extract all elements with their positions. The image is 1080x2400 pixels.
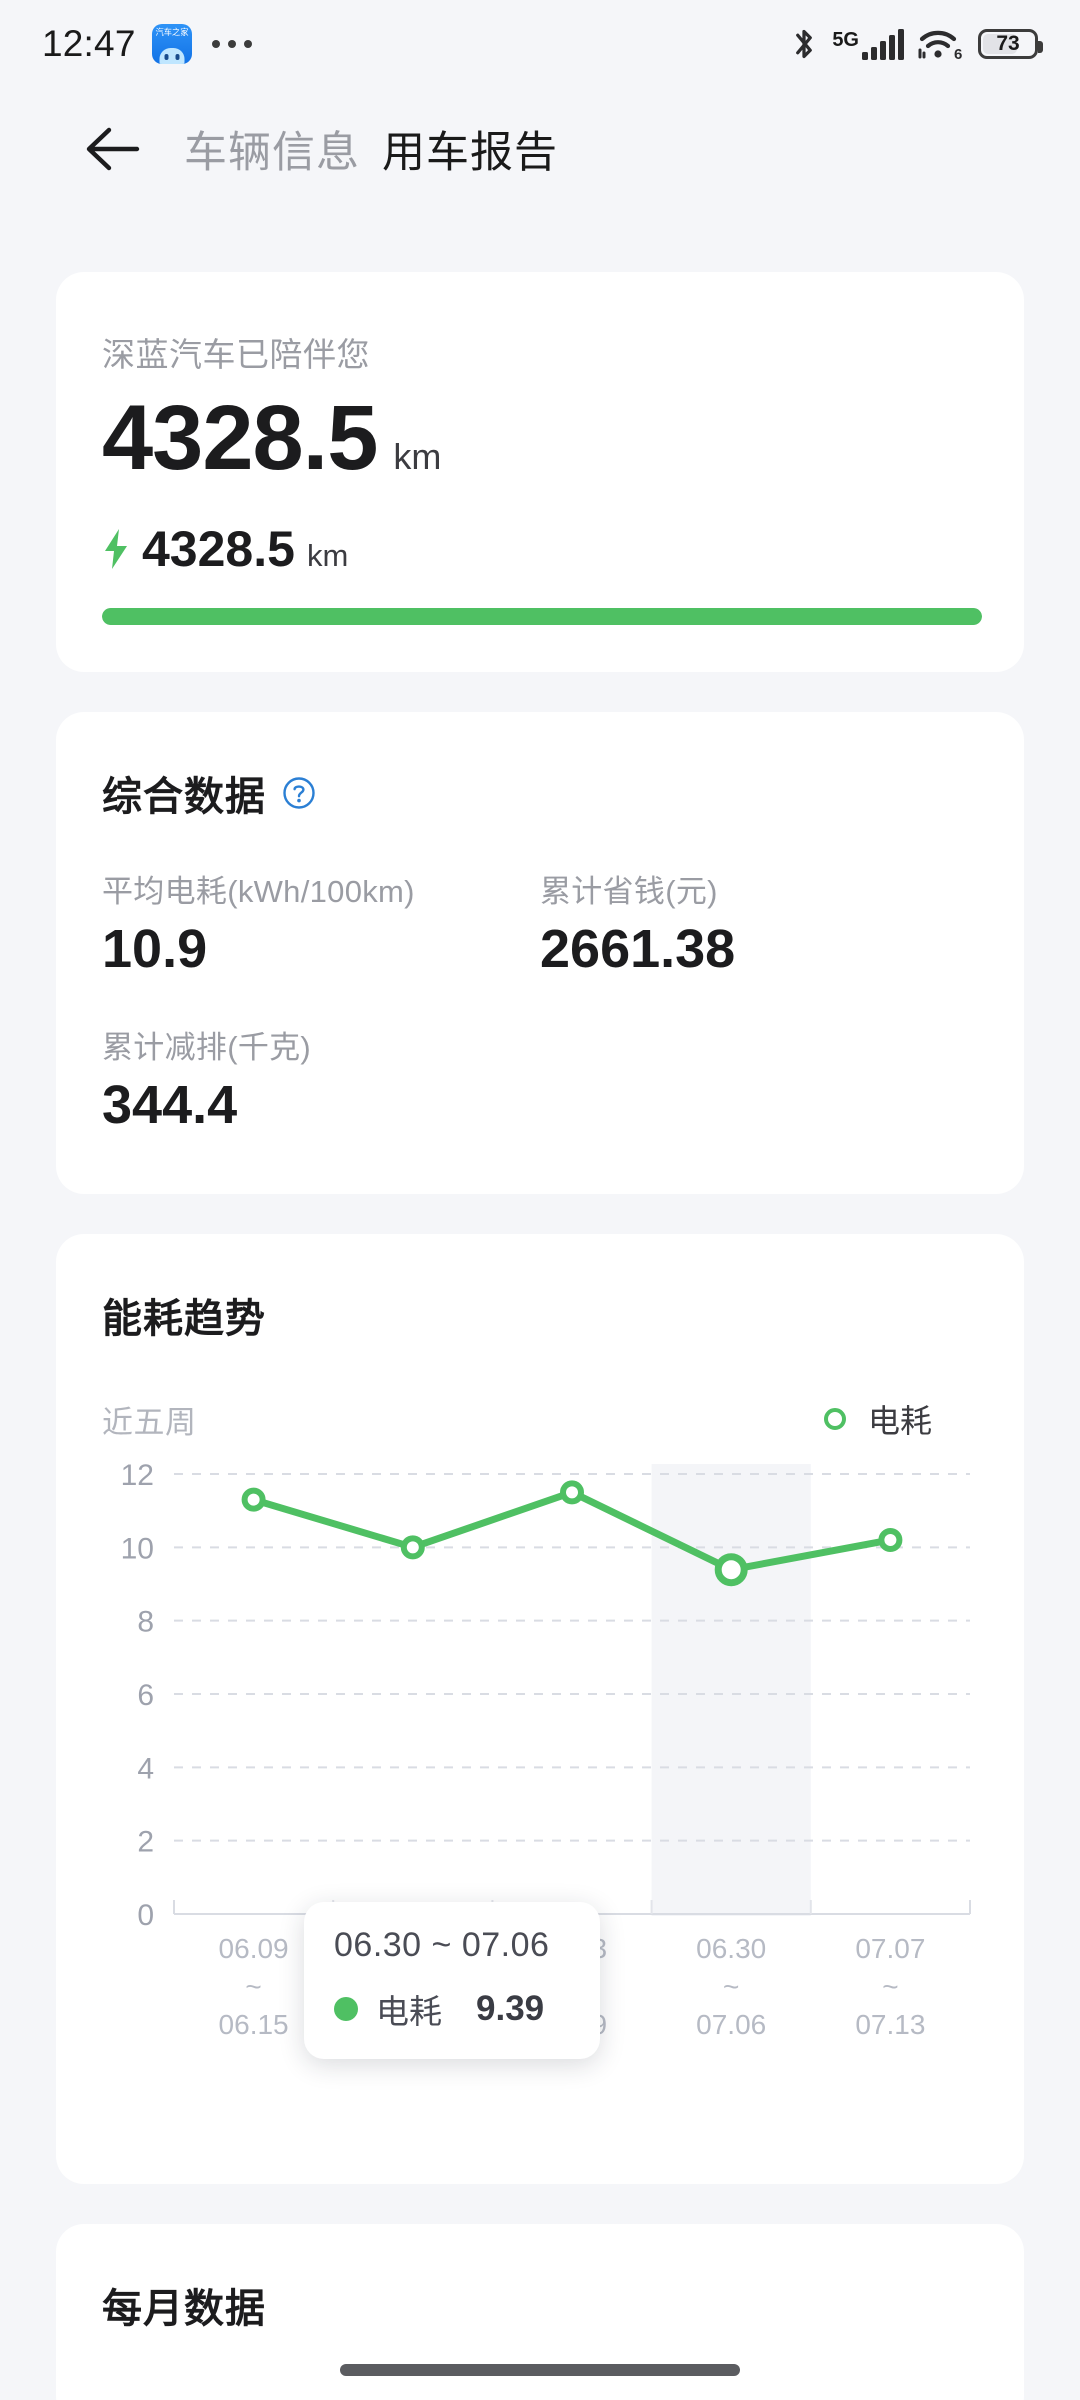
app-icon-label: 汽车之家 [155,27,189,37]
tooltip-series-dot-icon [334,1997,358,2021]
energy-line-chart[interactable]: 02468101206.09~06.1506.16~06.2206.23~06.… [102,1464,982,2082]
battery-icon: 73 [978,29,1043,59]
total-distance-row: 4328.5 km [102,392,978,484]
summary-stat-item: 累计省钱(元) 2661.38 [540,866,978,978]
companion-card: 深蓝汽车已陪伴您 4328.5 km 4328.5 km [56,272,1024,672]
summary-stat-label: 平均电耗(kWh/100km) [102,874,415,909]
tooltip-series-name: 电耗 [376,1993,442,2030]
chart-x-tick-label: 06.30 [696,1933,766,1964]
chart-x-tick-label: 06.09 [219,1933,289,1964]
summary-stat-value: 344.4 [102,1074,238,1135]
tooltip-date-range: 06.30 ~ 07.06 [334,1926,550,1964]
chart-x-tick-label: ~ [245,1971,261,2002]
chart-data-point[interactable] [241,1487,266,1512]
companion-label: 深蓝汽车已陪伴您 [102,336,370,373]
autohome-app-icon: 汽车之家 [151,24,192,64]
chart-y-tick-label: 10 [121,1532,154,1565]
app-icon-mascot [159,48,185,64]
status-bar-left: 12:47 汽车之家 [42,23,252,65]
monthly-data-title: 每月数据 [102,2287,266,2331]
back-arrow-icon[interactable] [62,99,162,199]
question-circle-icon[interactable] [282,776,316,810]
chart-x-tick-label: 06.15 [219,2009,289,2040]
chart-x-tick-label: 07.06 [696,2009,766,2040]
chart-x-tick-label: 07.07 [855,1933,925,1964]
chart-x-tick-label: 07.13 [855,2009,925,2040]
chart-y-tick-label: 12 [121,1464,154,1492]
cellular-signal-icon: 5G [832,28,904,60]
status-time: 12:47 [42,23,136,64]
chart-data-point[interactable] [400,1535,425,1560]
chart-x-tick-label: ~ [723,1971,739,2002]
chart-data-point[interactable] [560,1480,584,1505]
home-indicator[interactable] [340,2364,740,2376]
chart-y-tick-label: 4 [137,1752,154,1785]
chart-period-label: 近五周 [102,1404,197,1440]
more-dots-icon[interactable] [211,40,252,48]
tooltip-series-row: 电耗 9.39 [334,1985,570,2033]
chart-x-tick-label: ~ [882,1971,898,2002]
status-bar: 12:47 汽车之家 5G [0,0,1080,88]
summary-stat-value: 10.9 [102,919,208,979]
chart-y-tick-label: 0 [137,1899,154,1932]
electric-distance-value: 4328.5 [142,521,295,577]
chart-y-tick-label: 6 [137,1679,154,1712]
summary-card: 综合数据 平均电耗(kWh/100km) 10.9 累计省钱(元) 2661.38 累计… [56,712,1024,1194]
summary-card-title: 综合数据 [102,775,266,819]
energy-trend-card: 能耗趋势 近五周 电耗 02468101206.09~06.1506.16~06… [56,1234,1024,2184]
legend-label: 电耗 [867,1403,932,1439]
total-distance-value: 4328.5 [102,387,378,489]
summary-card-header: 综合数据 [102,764,978,822]
chart-highlight-band [651,1464,811,1916]
summary-stat-item: 平均电耗(kWh/100km) 10.9 [102,866,540,978]
tab-vehicle-info[interactable]: 车辆信息 [184,129,360,177]
battery-percent: 73 [996,32,1020,55]
chart-tooltip: 06.30 ~ 07.06 电耗 9.39 [304,1902,600,2059]
summary-stat-label: 累计省钱(元) [540,874,718,909]
status-bar-right: 5G 6 73 [789,25,1043,63]
total-distance-unit: km [393,436,442,477]
chart-data-point[interactable] [878,1528,903,1552]
network-type-label: 5G [832,29,859,51]
wifi-6-icon: 6 [917,26,965,62]
summary-stat-item: 累计减排(千克) 344.4 [102,1022,540,1134]
battery-fill [983,34,1017,54]
chart-y-tick-label: 8 [137,1606,154,1639]
lightning-bolt-icon [102,528,130,570]
energy-trend-subheader: 近五周 电耗 [102,1396,978,1442]
legend-marker-icon [823,1408,846,1430]
electric-distance-unit: km [306,538,349,573]
tab-usage-report[interactable]: 用车报告 [382,129,558,177]
energy-progress-bar [102,608,982,625]
summary-stat-value: 2661.38 [540,919,736,979]
chart-legend[interactable]: 电耗 [823,1396,932,1442]
chart-plot-area[interactable]: 02468101206.09~06.1506.16~06.2206.23~06.… [102,1464,982,2082]
chart-y-tick-label: 2 [137,1826,154,1859]
energy-progress-fill [102,608,982,625]
svg-text:6: 6 [954,46,962,62]
bluetooth-icon [789,25,819,63]
chart-data-point[interactable] [714,1553,748,1587]
header-tabs: 车辆信息 用车报告 [184,118,558,180]
electric-distance-row: 4328.5 km [102,524,978,574]
tooltip-series-value: 9.39 [476,1989,545,2028]
summary-stat-label: 累计减排(千克) [102,1029,312,1065]
summary-stat-grid: 平均电耗(kWh/100km) 10.9 累计省钱(元) 2661.38 累计减排(千克… [102,866,978,1177]
page-header: 车辆信息 用车报告 [0,88,1080,210]
energy-trend-title: 能耗趋势 [102,1297,266,1341]
